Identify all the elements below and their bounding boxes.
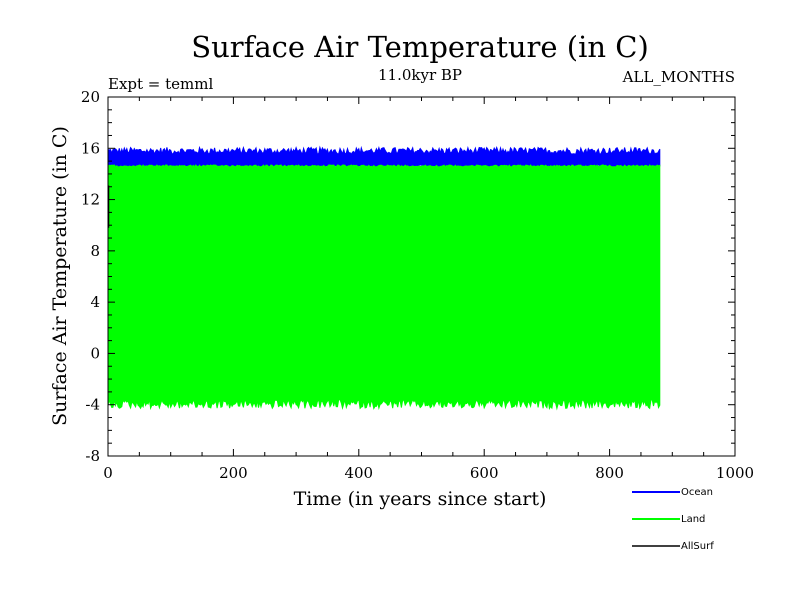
y-tick-label: 20 bbox=[81, 88, 100, 106]
plot-area bbox=[107, 145, 661, 411]
x-tick-label: 600 bbox=[470, 464, 499, 482]
y-axis: 20 16 12 8 4 0 -4 -8 bbox=[81, 88, 735, 465]
legend: Ocean Land AllSurf bbox=[632, 487, 714, 552]
y-tick-label: 0 bbox=[90, 344, 100, 362]
series-land-band bbox=[107, 164, 661, 411]
y-tick-label: 16 bbox=[81, 139, 100, 157]
months-label: ALL_MONTHS bbox=[622, 68, 735, 86]
experiment-label: Expt = temml bbox=[108, 75, 213, 93]
y-tick-label: 4 bbox=[90, 293, 100, 311]
chart-title: Surface Air Temperature (in C) bbox=[191, 30, 649, 64]
x-tick-label: 800 bbox=[595, 464, 624, 482]
x-tick-label: 400 bbox=[344, 464, 373, 482]
x-tick-label: 0 bbox=[103, 464, 113, 482]
period-label: 11.0kyr BP bbox=[378, 66, 462, 84]
y-axis-label: Surface Air Temperature (in C) bbox=[49, 126, 71, 426]
legend-label-allsurf: AllSurf bbox=[681, 541, 714, 552]
x-tick-label: 200 bbox=[219, 464, 248, 482]
legend-label-land: Land bbox=[681, 514, 705, 525]
y-tick-label: 8 bbox=[90, 242, 100, 260]
x-tick-label: 1000 bbox=[716, 464, 754, 482]
y-tick-label: 12 bbox=[81, 191, 100, 209]
x-axis-label: Time (in years since start) bbox=[294, 488, 547, 510]
legend-label-ocean: Ocean bbox=[681, 487, 713, 498]
y-tick-label: -4 bbox=[85, 396, 100, 414]
y-tick-label: -8 bbox=[85, 447, 100, 465]
x-axis: 0 200 400 600 800 1000 bbox=[103, 97, 754, 482]
